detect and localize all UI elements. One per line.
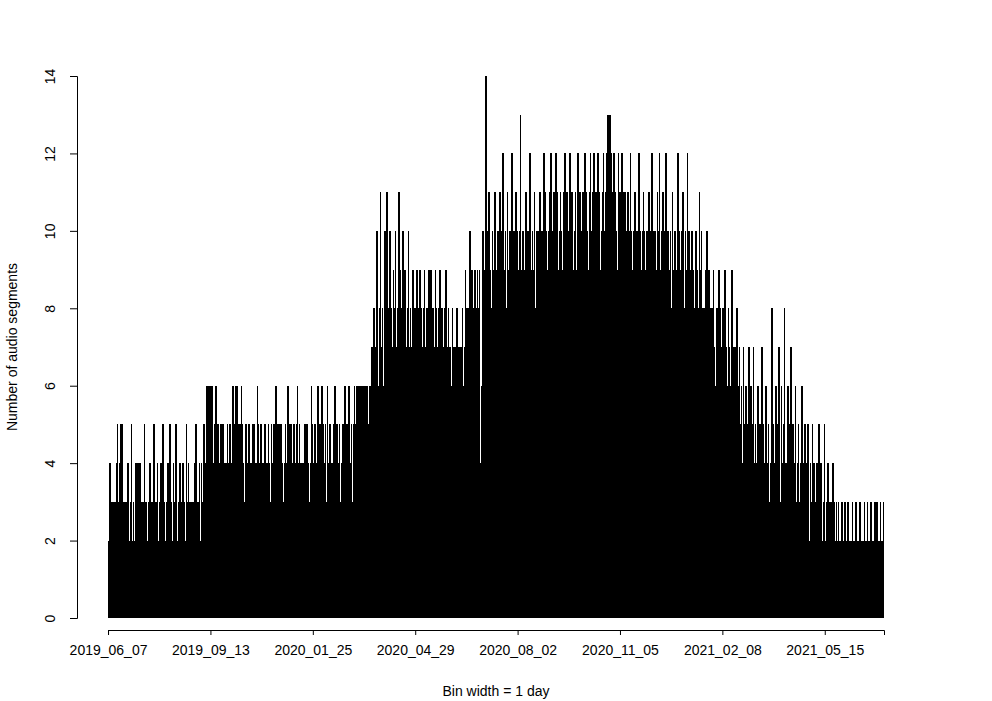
x-tick-mark	[210, 630, 211, 635]
y-tick: 12	[42, 146, 77, 162]
x-axis-title: Bin width = 1 day	[442, 683, 549, 699]
x-tick-label: 2019_06_07	[70, 642, 148, 658]
x-tick: 2020_11_05	[582, 630, 659, 658]
y-tick: 6	[42, 382, 77, 390]
bar	[883, 502, 884, 618]
y-axis: 0 2 4 6 8 10 12 14	[42, 69, 78, 623]
bars	[108, 76, 884, 618]
x-tick-mark	[620, 630, 621, 635]
x-tick: 2019_06_07	[70, 630, 148, 658]
y-tick-label: 8	[42, 305, 58, 313]
y-axis-title: Number of audio segments	[4, 263, 20, 431]
y-tick: 0	[42, 614, 77, 622]
y-axis-line	[70, 77, 78, 619]
y-tick: 2	[42, 537, 77, 545]
x-tick-mark	[108, 630, 109, 635]
x-tick-label: 2021_02_08	[684, 642, 762, 658]
y-tick-label: 2	[42, 537, 58, 545]
x-axis-line	[109, 631, 885, 636]
y-tick-label: 6	[42, 382, 58, 390]
y-tick-label: 12	[42, 146, 58, 162]
y-tick-label: 0	[42, 614, 58, 622]
y-tick-mark	[70, 308, 77, 309]
x-tick: 2020_04_29	[377, 630, 455, 658]
x-tick-mark	[415, 630, 416, 635]
x-tick-mark	[722, 630, 723, 635]
x-tick-mark	[518, 630, 519, 635]
y-tick-mark	[70, 541, 77, 542]
y-tick: 8	[42, 305, 77, 313]
x-tick-label: 2020_04_29	[377, 642, 455, 658]
x-tick-mark	[825, 630, 826, 635]
y-tick: 4	[42, 460, 77, 468]
x-tick-label: 2019_09_13	[172, 642, 250, 658]
y-tick-mark	[70, 76, 77, 77]
y-tick: 14	[42, 69, 77, 85]
x-tick-label: 2021_05_15	[786, 642, 864, 658]
y-tick-label: 10	[42, 223, 58, 239]
y-tick-mark	[70, 231, 77, 232]
y-tick: 10	[42, 223, 77, 239]
x-tick-label: 2020_01_25	[274, 642, 352, 658]
x-tick: 2021_02_08	[684, 630, 762, 658]
x-tick-mark	[313, 630, 314, 635]
y-tick-mark	[70, 463, 77, 464]
y-tick-mark	[70, 386, 77, 387]
y-tick-mark	[70, 618, 77, 619]
x-tick: 2020_08_02	[479, 630, 557, 658]
y-tick-mark	[70, 153, 77, 154]
y-tick-label: 14	[42, 69, 58, 85]
x-tick-label: 2020_11_05	[582, 642, 659, 658]
x-axis: 2019_06_07 2019_09_13 2020_01_25 2020_04_29…	[70, 630, 885, 658]
x-tick: 2020_01_25	[274, 630, 352, 658]
x-tick-label: 2020_08_02	[479, 642, 557, 658]
x-tick: 2021_05_15	[786, 630, 864, 658]
x-tick: 2019_09_13	[172, 630, 250, 658]
chart: 2019_06_07 2019_09_13 2020_01_25 2020_04_29…	[0, 0, 992, 701]
y-tick-label: 4	[42, 460, 58, 468]
